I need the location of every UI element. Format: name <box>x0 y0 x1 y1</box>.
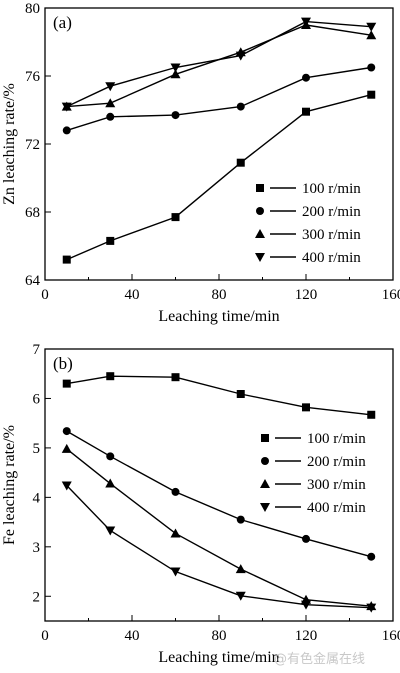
watermark-text: @有色金属在线 <box>274 652 366 667</box>
panel-b-series-line-3 <box>66 448 372 607</box>
panel-b-x-tick-label: 0 <box>41 628 49 644</box>
panel-a-y-tick-label: 72 <box>25 137 40 153</box>
panel-b-data-point <box>62 427 71 436</box>
panel-a-y-tick-label: 80 <box>25 1 40 17</box>
panel-a-y-tick-label: 64 <box>25 273 41 289</box>
panel-b-legend-label: 200 r/min <box>307 454 366 470</box>
panel-b-series-line-2 <box>66 430 372 558</box>
panel-b-legend-marker <box>260 503 270 512</box>
panel-a-data-point <box>105 98 116 108</box>
panel-a-panel-label: (a) <box>53 13 72 32</box>
panel-b-y-tick-label: 6 <box>33 391 41 407</box>
panel-a-data-point <box>236 102 245 111</box>
panel-a-data-point <box>367 90 376 99</box>
panel-a-legend-label: 300 r/min <box>302 227 361 243</box>
panel-a-series-line-3 <box>66 24 372 108</box>
panel-a-data-point <box>302 107 310 116</box>
panel-b-data-point <box>61 443 72 453</box>
panel-b-data-point <box>171 487 180 496</box>
panel-a-data-point <box>367 63 376 72</box>
panel-b-data-point <box>170 567 181 577</box>
panel-a-x-tick-label: 0 <box>41 287 49 303</box>
panel-b-legend-label: 400 r/min <box>307 500 366 516</box>
panel-b-y-tick-label: 2 <box>33 589 41 605</box>
panel-b-x-tick-label: 80 <box>212 628 227 644</box>
panel-b-data-point <box>367 552 376 561</box>
panel-a-data-point <box>366 30 377 40</box>
panel-b-data-point <box>235 564 246 574</box>
panel-b-data-point <box>366 603 377 613</box>
panel-b-data-point <box>236 390 245 399</box>
panel-b-legend-marker <box>261 434 269 442</box>
panel-b-data-point <box>106 452 115 461</box>
panel-a-legend-marker <box>255 253 265 262</box>
panel-a-data-point <box>170 69 181 79</box>
panel-b-y-tick-label: 4 <box>33 490 41 506</box>
panel-a-data-point <box>62 126 71 135</box>
panel-a-x-tick-label: 160 <box>382 287 400 303</box>
panel-b-legend-label: 300 r/min <box>307 477 366 493</box>
panel-b-data-point <box>302 403 310 412</box>
panel-b-y-axis-label: Fe leaching rate/% <box>1 425 18 545</box>
panel-a-series-line-1 <box>66 94 372 261</box>
panel-a-data-point <box>106 112 115 121</box>
panel-a-x-axis-label: Leaching time/min <box>158 308 279 325</box>
panel-a-series-line-4 <box>66 20 372 108</box>
panel-a-series-line-2 <box>66 66 372 132</box>
panel-b-y-tick-label: 5 <box>33 441 41 457</box>
panel-b-data-point <box>105 478 116 488</box>
panel-a-data-point <box>62 255 71 264</box>
panel-b-series-line-1 <box>66 375 372 416</box>
panel-b-legend-label: 100 r/min <box>307 431 366 447</box>
panel-b-data-point <box>236 515 245 524</box>
panel-a-legend-label: 200 r/min <box>302 204 361 220</box>
panel-b-panel-label: (b) <box>53 354 73 373</box>
panel-a-data-point <box>236 158 245 167</box>
panel-a-data-point <box>170 63 181 73</box>
panel-b-y-tick-label: 7 <box>33 342 41 358</box>
panel-a-data-point <box>301 17 311 27</box>
panel-b-y-tick-label: 3 <box>33 540 41 556</box>
panel-a-x-tick-label: 80 <box>212 287 227 303</box>
panel-a-data-point <box>366 22 377 32</box>
panel-a-legend-label: 400 r/min <box>302 250 361 266</box>
panel-a-y-tick-label: 76 <box>25 69 41 85</box>
panel-b-data-point <box>62 379 71 388</box>
panel-a-data-point <box>171 213 180 222</box>
panel-b-data-point <box>106 372 115 381</box>
panel-b-data-point <box>61 481 72 491</box>
panel-b-data-point <box>301 600 311 610</box>
panel-b-x-tick-label: 40 <box>125 628 140 644</box>
panel-a-data-point <box>105 82 116 92</box>
panel-b-data-point <box>367 410 376 419</box>
panel-a-legend-marker <box>255 229 265 238</box>
panel-a-x-tick-label: 120 <box>295 287 318 303</box>
panel-b-data-point <box>302 534 310 543</box>
panel-b-x-tick-label: 160 <box>382 628 400 644</box>
panel-b-x-axis-label: Leaching time/min <box>158 649 279 666</box>
panel-a-y-axis-label: Zn leaching rate/% <box>1 83 18 205</box>
panel-b-data-point <box>170 528 181 538</box>
panel-b-legend-marker <box>260 479 270 488</box>
panel-a-data-point <box>302 73 310 82</box>
panel-b-data-point <box>171 373 180 382</box>
panel-a-data-point <box>61 102 72 112</box>
panel-b-legend-marker <box>261 457 269 465</box>
panel-a-x-tick-label: 40 <box>125 287 140 303</box>
panel-b-data-point <box>105 526 116 536</box>
panel-a-legend-label: 100 r/min <box>302 181 361 197</box>
panel-a-legend-marker <box>256 184 264 192</box>
panel-b-series-line-4 <box>66 485 372 609</box>
panel-a-legend-marker <box>256 207 264 215</box>
panel-a-data-point <box>171 111 180 120</box>
panel-a-data-point <box>106 236 115 245</box>
panel-b-x-tick-label: 120 <box>295 628 318 644</box>
panel-a-y-tick-label: 68 <box>25 205 40 221</box>
panel-b-data-point <box>235 591 246 601</box>
panel-a-data-point <box>235 51 246 61</box>
